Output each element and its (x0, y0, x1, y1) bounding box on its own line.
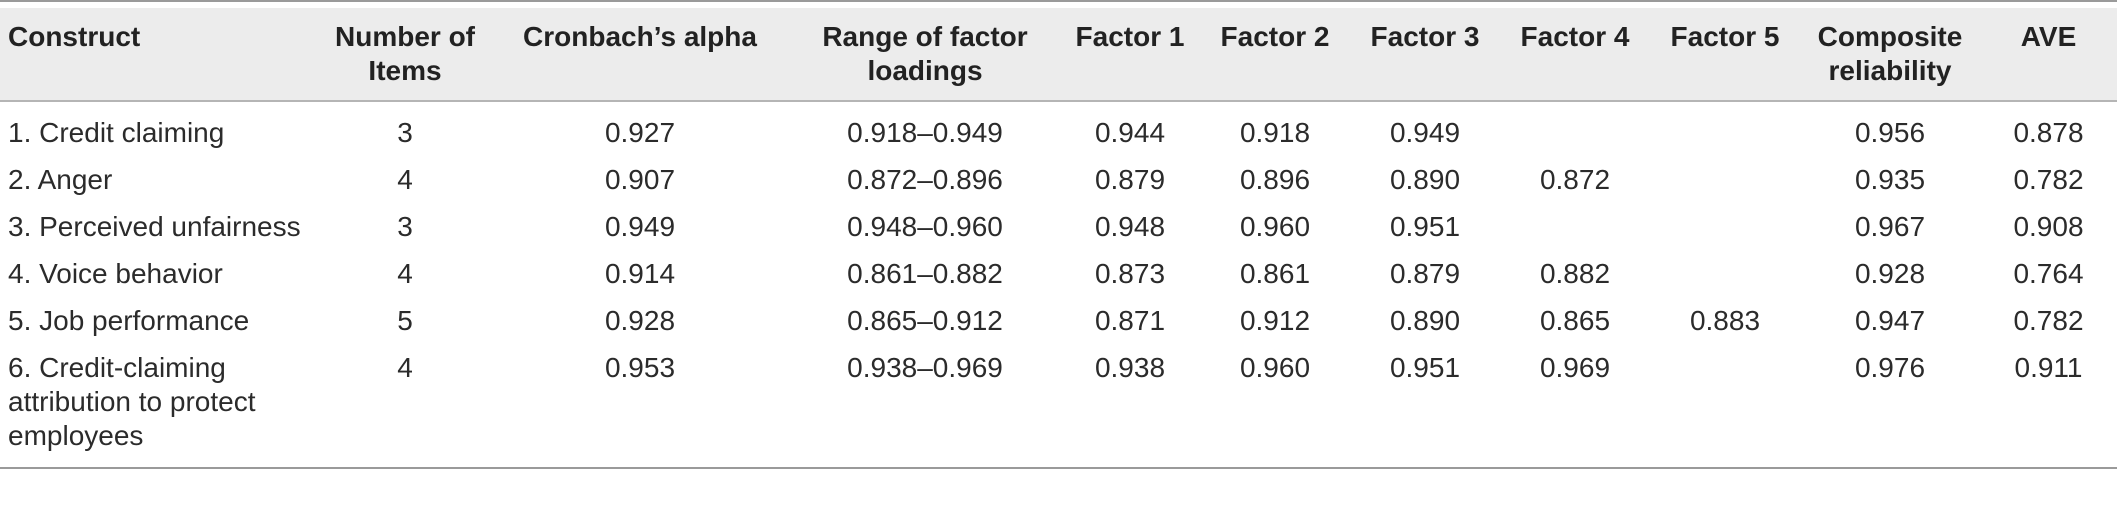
cell-composite-reliability: 0.956 (1854, 117, 1926, 148)
header-number-of-items: Number of Items (335, 21, 475, 86)
header-factor-2: Factor 2 (1220, 21, 1330, 52)
cell-factor-1: 0.879 (1094, 164, 1166, 195)
cell-cronbachs-alpha: 0.907 (604, 164, 676, 195)
cell-factor-5: 0.883 (1689, 305, 1761, 336)
cell-cronbachs-alpha: 0.928 (604, 305, 676, 336)
cell-factor-1: 0.871 (1094, 305, 1166, 336)
cell-composite-reliability: 0.976 (1854, 352, 1926, 383)
cell-construct: 4. Voice behavior (8, 258, 223, 289)
cell-number-of-items: 4 (397, 352, 413, 383)
cell-factor-4 (1500, 101, 1650, 157)
header-composite-reliability: Composite reliability (1817, 21, 1963, 86)
cell-construct: 3. Perceived unfairness (8, 211, 301, 242)
top-rule (0, 0, 2117, 2)
cell-ave: 0.782 (2013, 305, 2084, 336)
cell-ave: 0.782 (2013, 164, 2084, 195)
cell-factor-3: 0.890 (1389, 164, 1461, 195)
cell-range: 0.865–0.912 (847, 305, 1003, 336)
reliability-table: Construct Number of Items Cronbach’s alp… (0, 8, 2117, 469)
cell-composite-reliability: 0.947 (1854, 305, 1926, 336)
cell-cronbachs-alpha: 0.949 (604, 211, 676, 242)
cell-ave: 0.908 (2013, 211, 2084, 242)
header-cronbachs-alpha: Cronbach’s alpha (523, 21, 757, 52)
cell-construct: 6. Credit-claiming attribution to protec… (8, 352, 256, 451)
table-header-row: Construct Number of Items Cronbach’s alp… (0, 8, 2117, 101)
cell-composite-reliability: 0.935 (1854, 164, 1926, 195)
cell-factor-2: 0.896 (1239, 164, 1311, 195)
cell-construct: 5. Job performance (8, 305, 250, 336)
header-factor-4: Factor 4 (1520, 21, 1630, 52)
cell-factor-4: 0.872 (1539, 164, 1611, 195)
cell-construct: 1. Credit claiming (8, 117, 225, 148)
cell-factor-4: 0.882 (1539, 258, 1611, 289)
cell-factor-5 (1650, 157, 1800, 204)
cell-cronbachs-alpha: 0.927 (604, 117, 676, 148)
cell-factor-2: 0.960 (1239, 352, 1311, 383)
cell-factor-1: 0.944 (1094, 117, 1166, 148)
cell-range: 0.872–0.896 (847, 164, 1003, 195)
cell-cronbachs-alpha: 0.914 (604, 258, 676, 289)
cell-factor-3: 0.879 (1389, 258, 1461, 289)
cell-factor-4 (1500, 204, 1650, 251)
cell-factor-2: 0.918 (1239, 117, 1311, 148)
cell-cronbachs-alpha: 0.953 (604, 352, 676, 383)
header-factor-1: Factor 1 (1075, 21, 1185, 52)
cell-factor-5 (1650, 101, 1800, 157)
table-row: 3. Perceived unfairness 3 0.949 0.948–0.… (0, 204, 2117, 251)
header-ave: AVE (2020, 21, 2077, 52)
cell-factor-2: 0.861 (1239, 258, 1311, 289)
cell-number-of-items: 4 (397, 164, 413, 195)
cell-range: 0.918–0.949 (847, 117, 1003, 148)
cell-range: 0.861–0.882 (847, 258, 1003, 289)
cell-factor-2: 0.912 (1239, 305, 1311, 336)
table-row: 4. Voice behavior 4 0.914 0.861–0.882 0.… (0, 251, 2117, 298)
cell-factor-5 (1650, 345, 1800, 468)
cell-number-of-items: 3 (397, 117, 413, 148)
cell-number-of-items: 3 (397, 211, 413, 242)
header-factor-5: Factor 5 (1670, 21, 1780, 52)
cell-factor-1: 0.948 (1094, 211, 1166, 242)
cell-composite-reliability: 0.967 (1854, 211, 1926, 242)
cell-factor-4: 0.865 (1539, 305, 1611, 336)
cell-factor-1: 0.873 (1094, 258, 1166, 289)
cell-factor-3: 0.951 (1389, 352, 1461, 383)
cell-factor-3: 0.949 (1389, 117, 1461, 148)
header-factor-3: Factor 3 (1370, 21, 1480, 52)
cell-factor-5 (1650, 204, 1800, 251)
header-construct: Construct (8, 21, 141, 52)
cell-factor-5 (1650, 251, 1800, 298)
cell-factor-1: 0.938 (1094, 352, 1166, 383)
cell-ave: 0.911 (2014, 352, 2083, 383)
cell-construct: 2. Anger (8, 164, 113, 195)
table-row: 1. Credit claiming 3 0.927 0.918–0.949 0… (0, 101, 2117, 157)
header-range-of-factor-loadings: Range of factor loadings (822, 21, 1028, 86)
table-row: 6. Credit-claiming attribution to protec… (0, 345, 2117, 468)
cell-factor-3: 0.951 (1389, 211, 1461, 242)
cell-range: 0.948–0.960 (847, 211, 1003, 242)
cell-ave: 0.764 (2013, 258, 2084, 289)
cell-ave: 0.878 (2013, 117, 2084, 148)
cell-number-of-items: 4 (397, 258, 413, 289)
table-row: 2. Anger 4 0.907 0.872–0.896 0.879 0.896… (0, 157, 2117, 204)
cell-factor-4: 0.969 (1539, 352, 1611, 383)
cell-number-of-items: 5 (397, 305, 413, 336)
cell-factor-3: 0.890 (1389, 305, 1461, 336)
cell-factor-2: 0.960 (1239, 211, 1311, 242)
cell-composite-reliability: 0.928 (1854, 258, 1926, 289)
cell-range: 0.938–0.969 (847, 352, 1003, 383)
table-row: 5. Job performance 5 0.928 0.865–0.912 0… (0, 298, 2117, 345)
